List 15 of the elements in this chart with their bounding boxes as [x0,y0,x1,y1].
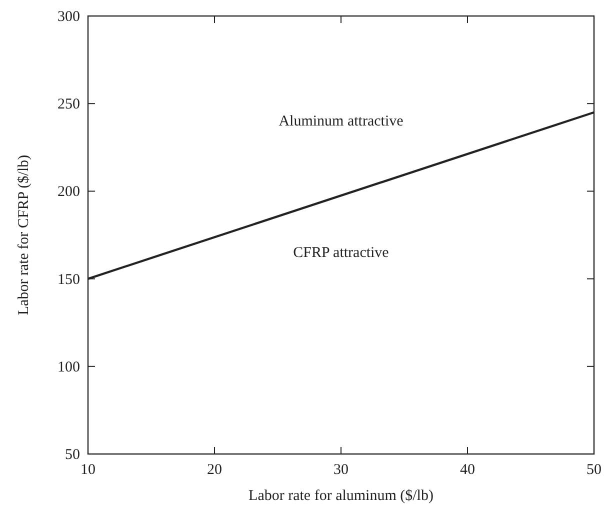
y-tick-label: 50 [65,447,80,463]
x-axis-title: Labor rate for aluminum ($/lb) [248,488,434,504]
x-tick-label: 40 [460,462,475,478]
y-tick-label: 300 [58,9,80,25]
y-tick-label: 150 [58,272,80,288]
annotation: Aluminum attractive [278,114,404,130]
y-tick-label: 250 [58,96,80,113]
x-tick-label: 50 [586,462,602,478]
y-tick-label: 100 [58,359,80,376]
x-tick-label: 30 [334,462,348,478]
x-tick-label: 10 [80,462,96,478]
y-tick-label: 200 [58,184,80,200]
annotation: CFRP attractive [293,244,390,261]
x-tick-label: 20 [207,462,222,478]
y-axis-title: Labor rate for CFRP ($/lb) [16,154,32,316]
